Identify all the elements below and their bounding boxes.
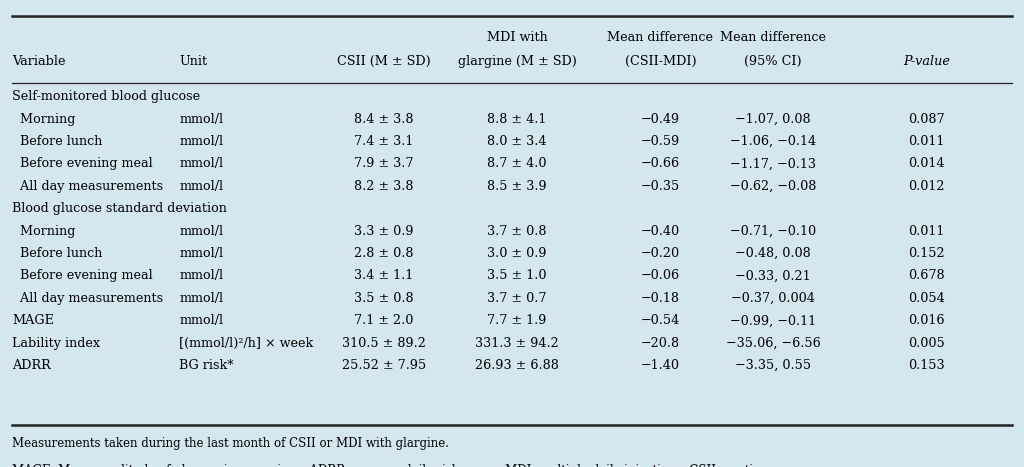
- Text: mmol/l: mmol/l: [179, 247, 223, 260]
- Text: −0.20: −0.20: [641, 247, 680, 260]
- Text: 0.678: 0.678: [908, 269, 945, 283]
- Text: Blood glucose standard deviation: Blood glucose standard deviation: [12, 202, 227, 215]
- Text: (CSII-MDI): (CSII-MDI): [625, 55, 696, 68]
- Text: −35.06, −6.56: −35.06, −6.56: [726, 337, 820, 350]
- Text: −0.66: −0.66: [641, 157, 680, 170]
- Text: 8.4 ± 3.8: 8.4 ± 3.8: [354, 113, 414, 126]
- Text: 0.152: 0.152: [908, 247, 945, 260]
- Text: −0.62, −0.08: −0.62, −0.08: [730, 180, 816, 193]
- Text: −1.07, 0.08: −1.07, 0.08: [735, 113, 811, 126]
- Text: −0.48, 0.08: −0.48, 0.08: [735, 247, 811, 260]
- Text: −0.71, −0.10: −0.71, −0.10: [730, 225, 816, 238]
- Text: 0.016: 0.016: [908, 314, 945, 327]
- Text: Mean difference: Mean difference: [720, 31, 826, 44]
- Text: Before lunch: Before lunch: [12, 247, 102, 260]
- Text: Morning: Morning: [12, 225, 76, 238]
- Text: 0.054: 0.054: [908, 292, 945, 305]
- Text: MDI with: MDI with: [486, 31, 548, 44]
- Text: 3.4 ± 1.1: 3.4 ± 1.1: [354, 269, 414, 283]
- Text: Unit: Unit: [179, 55, 207, 68]
- Text: glargine (M ± SD): glargine (M ± SD): [458, 55, 577, 68]
- Text: 7.1 ± 2.0: 7.1 ± 2.0: [354, 314, 414, 327]
- Text: 7.7 ± 1.9: 7.7 ± 1.9: [487, 314, 547, 327]
- Text: BG risk*: BG risk*: [179, 359, 233, 372]
- Text: −3.35, 0.55: −3.35, 0.55: [735, 359, 811, 372]
- Text: −20.8: −20.8: [641, 337, 680, 350]
- Text: MAGE, Mean amplitude of glycaemic excursions; ADRR, average daily risk range; MD: MAGE, Mean amplitude of glycaemic excurs…: [12, 464, 790, 467]
- Text: mmol/l: mmol/l: [179, 135, 223, 148]
- Text: mmol/l: mmol/l: [179, 292, 223, 305]
- Text: 0.011: 0.011: [908, 225, 945, 238]
- Text: Before evening meal: Before evening meal: [12, 269, 153, 283]
- Text: −0.54: −0.54: [641, 314, 680, 327]
- Text: 8.0 ± 3.4: 8.0 ± 3.4: [487, 135, 547, 148]
- Text: 3.7 ± 0.7: 3.7 ± 0.7: [487, 292, 547, 305]
- Text: 7.4 ± 3.1: 7.4 ± 3.1: [354, 135, 414, 148]
- Text: −0.06: −0.06: [641, 269, 680, 283]
- Text: −1.06, −0.14: −1.06, −0.14: [730, 135, 816, 148]
- Text: CSII (M ± SD): CSII (M ± SD): [337, 55, 431, 68]
- Text: mmol/l: mmol/l: [179, 225, 223, 238]
- Text: 0.153: 0.153: [908, 359, 945, 372]
- Text: 0.012: 0.012: [908, 180, 945, 193]
- Text: Measurements taken during the last month of CSII or MDI with glargine.: Measurements taken during the last month…: [12, 437, 450, 450]
- Text: 3.7 ± 0.8: 3.7 ± 0.8: [487, 225, 547, 238]
- Text: −0.40: −0.40: [641, 225, 680, 238]
- Text: Mean difference: Mean difference: [607, 31, 714, 44]
- Text: Morning: Morning: [12, 113, 76, 126]
- Text: 8.5 ± 3.9: 8.5 ± 3.9: [487, 180, 547, 193]
- Text: mmol/l: mmol/l: [179, 157, 223, 170]
- Text: 3.5 ± 0.8: 3.5 ± 0.8: [354, 292, 414, 305]
- Text: 310.5 ± 89.2: 310.5 ± 89.2: [342, 337, 426, 350]
- Text: 3.5 ± 1.0: 3.5 ± 1.0: [487, 269, 547, 283]
- Text: 331.3 ± 94.2: 331.3 ± 94.2: [475, 337, 559, 350]
- Text: 0.014: 0.014: [908, 157, 945, 170]
- Text: 8.7 ± 4.0: 8.7 ± 4.0: [487, 157, 547, 170]
- Text: 2.8 ± 0.8: 2.8 ± 0.8: [354, 247, 414, 260]
- Text: mmol/l: mmol/l: [179, 314, 223, 327]
- Text: −0.35: −0.35: [641, 180, 680, 193]
- Text: ADRR: ADRR: [12, 359, 51, 372]
- Text: [(mmol/l)²/h] × week: [(mmol/l)²/h] × week: [179, 337, 313, 350]
- Text: All day measurements: All day measurements: [12, 292, 164, 305]
- Text: 8.8 ± 4.1: 8.8 ± 4.1: [487, 113, 547, 126]
- Text: −0.18: −0.18: [641, 292, 680, 305]
- Text: mmol/l: mmol/l: [179, 180, 223, 193]
- Text: −0.59: −0.59: [641, 135, 680, 148]
- Text: −1.40: −1.40: [641, 359, 680, 372]
- Text: 3.3 ± 0.9: 3.3 ± 0.9: [354, 225, 414, 238]
- Text: Variable: Variable: [12, 55, 66, 68]
- Text: 7.9 ± 3.7: 7.9 ± 3.7: [354, 157, 414, 170]
- Text: −0.49: −0.49: [641, 113, 680, 126]
- Text: 0.087: 0.087: [908, 113, 945, 126]
- Text: −0.33, 0.21: −0.33, 0.21: [735, 269, 811, 283]
- Text: mmol/l: mmol/l: [179, 113, 223, 126]
- Text: 8.2 ± 3.8: 8.2 ± 3.8: [354, 180, 414, 193]
- Text: Before evening meal: Before evening meal: [12, 157, 153, 170]
- Text: P-value: P-value: [903, 55, 950, 68]
- Text: mmol/l: mmol/l: [179, 269, 223, 283]
- Text: (95% CI): (95% CI): [744, 55, 802, 68]
- Text: MAGE: MAGE: [12, 314, 54, 327]
- Text: 0.011: 0.011: [908, 135, 945, 148]
- Text: Lability index: Lability index: [12, 337, 100, 350]
- Text: 0.005: 0.005: [908, 337, 945, 350]
- Text: Self-monitored blood glucose: Self-monitored blood glucose: [12, 90, 201, 103]
- Text: −1.17, −0.13: −1.17, −0.13: [730, 157, 816, 170]
- Text: 3.0 ± 0.9: 3.0 ± 0.9: [487, 247, 547, 260]
- Text: −0.37, 0.004: −0.37, 0.004: [731, 292, 815, 305]
- Text: 25.52 ± 7.95: 25.52 ± 7.95: [342, 359, 426, 372]
- Text: All day measurements: All day measurements: [12, 180, 164, 193]
- Text: −0.99, −0.11: −0.99, −0.11: [730, 314, 816, 327]
- Text: 26.93 ± 6.88: 26.93 ± 6.88: [475, 359, 559, 372]
- Text: Before lunch: Before lunch: [12, 135, 102, 148]
